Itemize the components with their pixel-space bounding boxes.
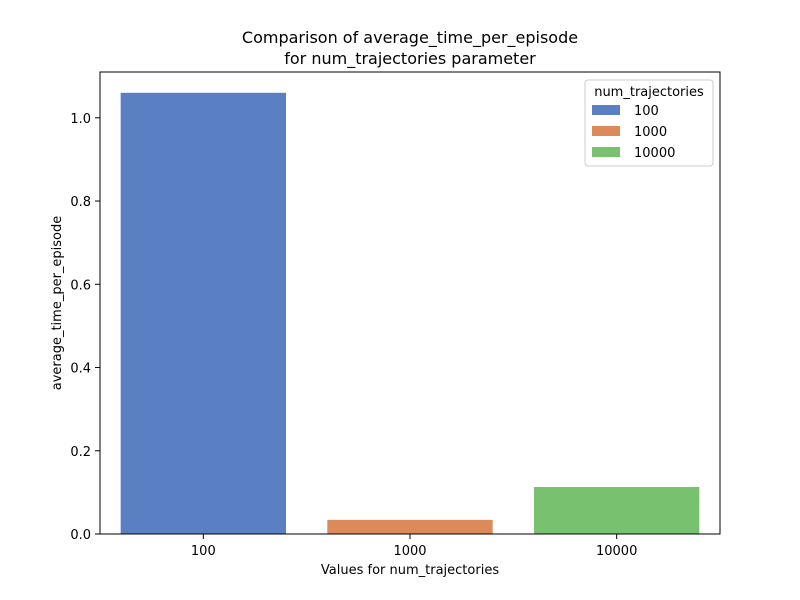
bar-1000 xyxy=(327,519,493,534)
legend-title: num_trajectories xyxy=(594,85,704,100)
chart-title-line-2: for num_trajectories parameter xyxy=(284,49,536,69)
legend-label-10000: 10000 xyxy=(634,146,675,161)
chart-title-line-1: Comparison of average_time_per_episode xyxy=(242,28,578,48)
x-tick-label-1000: 1000 xyxy=(393,544,426,559)
legend-label-1000: 1000 xyxy=(634,125,667,140)
y-tick-label-1: 0.2 xyxy=(70,445,91,460)
legend-swatch-1000 xyxy=(592,126,620,136)
x-tick-label-10000: 10000 xyxy=(596,544,637,559)
y-axis-label: average_time_per_episode xyxy=(50,216,65,391)
y-ticks-group: 0.0 0.2 0.4 0.6 0.8 1.0 xyxy=(70,112,100,543)
y-tick-label-3: 0.6 xyxy=(70,278,91,293)
y-tick-label-0: 0.0 xyxy=(70,528,91,543)
legend: num_trajectories 100 1000 10000 xyxy=(584,79,714,167)
x-axis-label: Values for num_trajectories xyxy=(321,563,499,578)
bars-group xyxy=(120,92,700,534)
x-ticks-group: 100 1000 10000 xyxy=(191,534,637,559)
x-tick-label-100: 100 xyxy=(191,544,216,559)
bar-10000 xyxy=(534,486,700,534)
y-tick-label-4: 0.8 xyxy=(70,195,91,210)
legend-box xyxy=(584,79,714,167)
y-tick-label-2: 0.4 xyxy=(70,362,91,377)
bar-100 xyxy=(120,92,286,534)
legend-swatch-10000 xyxy=(592,147,620,157)
plot-area-frame xyxy=(99,71,721,535)
legend-entries: 100 1000 10000 xyxy=(592,104,675,161)
legend-label-100: 100 xyxy=(634,104,659,119)
legend-swatch-100 xyxy=(592,105,620,115)
y-tick-label-5: 1.0 xyxy=(70,112,91,127)
